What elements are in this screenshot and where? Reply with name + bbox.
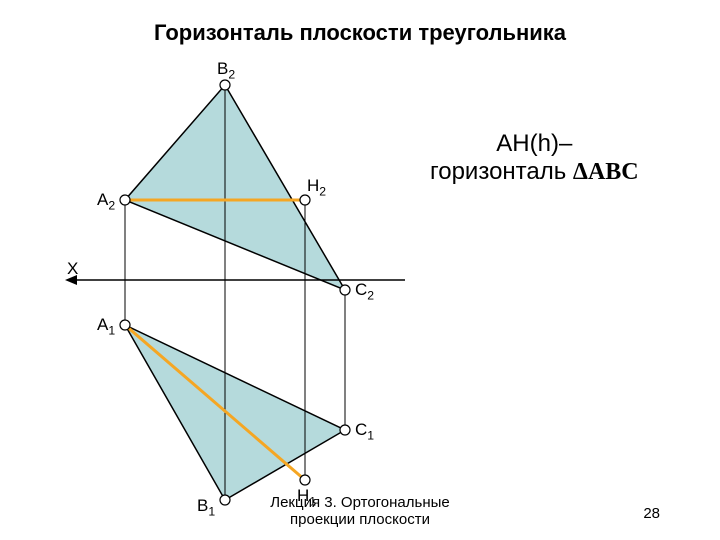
label-A2: A2 (97, 190, 115, 212)
label-C1: C1 (355, 420, 374, 442)
triangle-lower (125, 325, 345, 500)
slide-root: Горизонталь плоскости треугольника AH(h)… (0, 0, 720, 540)
label-X: X (67, 259, 78, 279)
label-H2: H2 (307, 176, 326, 198)
footer-line1: Лекция 3. Ортогональные (0, 494, 720, 511)
diagram-svg (0, 0, 720, 540)
vertex-C1 (340, 425, 350, 435)
footer-line2: проекции плоскости (0, 511, 720, 528)
vertex-B2 (220, 80, 230, 90)
vertex-A1 (120, 320, 130, 330)
vertex-H1 (300, 475, 310, 485)
footer-lecture: Лекция 3. Ортогональные проекции плоскос… (0, 494, 720, 528)
label-C2: C2 (355, 280, 374, 302)
vertex-A2 (120, 195, 130, 205)
label-B2: B2 (217, 59, 235, 81)
footer-page-number: 28 (643, 505, 660, 522)
vertex-C2 (340, 285, 350, 295)
label-A1: A1 (97, 315, 115, 337)
